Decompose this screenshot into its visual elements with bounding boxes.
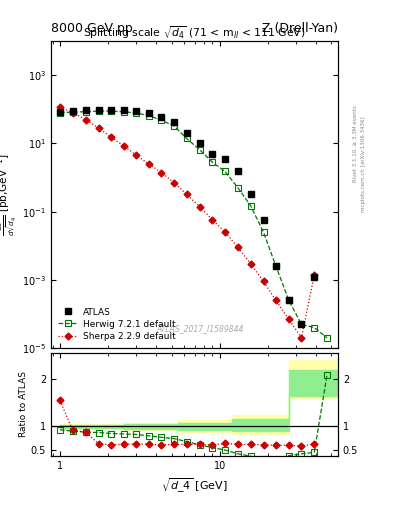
Herwig 7.2.1 default <box>210 159 215 165</box>
Herwig 7.2.1 default <box>83 109 88 115</box>
Herwig 7.2.1 default <box>147 113 151 119</box>
ATLAS <box>248 191 253 198</box>
Sherpa 2.2.9 default <box>210 217 215 223</box>
Sherpa 2.2.9 default <box>197 204 202 210</box>
Sherpa 2.2.9 default <box>83 116 88 122</box>
Line: Sherpa 2.2.9 default: Sherpa 2.2.9 default <box>57 105 317 340</box>
ATLAS <box>58 109 62 115</box>
ATLAS <box>197 140 202 146</box>
Text: Rivet 3.1.10, ≥ 3.3M events: Rivet 3.1.10, ≥ 3.3M events <box>353 105 358 182</box>
ATLAS <box>223 156 228 162</box>
Herwig 7.2.1 default <box>184 135 189 141</box>
Herwig 7.2.1 default <box>121 109 126 115</box>
ATLAS <box>286 297 291 304</box>
Line: Herwig 7.2.1 default: Herwig 7.2.1 default <box>57 109 330 340</box>
ATLAS <box>299 321 304 327</box>
Herwig 7.2.1 default <box>96 108 101 114</box>
Sherpa 2.2.9 default <box>159 169 163 176</box>
ATLAS <box>109 106 114 113</box>
Herwig 7.2.1 default <box>286 297 291 304</box>
Herwig 7.2.1 default <box>109 108 114 114</box>
Y-axis label: Ratio to ATLAS: Ratio to ATLAS <box>19 372 28 437</box>
Herwig 7.2.1 default <box>172 123 177 129</box>
ATLAS <box>83 107 88 113</box>
Sherpa 2.2.9 default <box>147 161 151 167</box>
Sherpa 2.2.9 default <box>184 191 189 198</box>
Sherpa 2.2.9 default <box>121 143 126 149</box>
ATLAS <box>172 119 177 125</box>
Herwig 7.2.1 default <box>235 185 240 191</box>
ATLAS <box>147 110 151 116</box>
Herwig 7.2.1 default <box>223 168 228 175</box>
Title: Splitting scale $\sqrt{d_4}$ (71 < m$_{ll}$ < 111 GeV): Splitting scale $\sqrt{d_4}$ (71 < m$_{l… <box>83 24 306 41</box>
Herwig 7.2.1 default <box>274 263 278 269</box>
ATLAS <box>274 263 278 269</box>
Y-axis label: $\frac{d\sigma}{d\sqrt{d_4}}$ [pb,GeV$^{-1}$]: $\frac{d\sigma}{d\sqrt{d_4}}$ [pb,GeV$^{… <box>0 153 20 236</box>
ATLAS <box>134 108 139 114</box>
Herwig 7.2.1 default <box>312 325 317 331</box>
Sherpa 2.2.9 default <box>312 272 317 278</box>
Sherpa 2.2.9 default <box>261 279 266 285</box>
Text: Z (Drell-Yan): Z (Drell-Yan) <box>262 22 338 35</box>
ATLAS <box>261 218 266 224</box>
ATLAS <box>235 168 240 175</box>
Text: ATLAS_2017_I1589844: ATLAS_2017_I1589844 <box>156 324 244 333</box>
Sherpa 2.2.9 default <box>58 104 62 110</box>
Line: ATLAS: ATLAS <box>57 106 318 328</box>
Herwig 7.2.1 default <box>261 229 266 235</box>
Sherpa 2.2.9 default <box>134 152 139 158</box>
Sherpa 2.2.9 default <box>109 134 114 140</box>
Herwig 7.2.1 default <box>325 335 329 341</box>
Herwig 7.2.1 default <box>197 146 202 153</box>
Herwig 7.2.1 default <box>58 110 62 116</box>
Text: 8000 GeV pp: 8000 GeV pp <box>51 22 133 35</box>
ATLAS <box>121 107 126 113</box>
Legend: ATLAS, Herwig 7.2.1 default, Sherpa 2.2.9 default: ATLAS, Herwig 7.2.1 default, Sherpa 2.2.… <box>55 305 178 344</box>
Text: mcplots.cern.ch [arXiv:1306.3436]: mcplots.cern.ch [arXiv:1306.3436] <box>361 116 366 211</box>
ATLAS <box>159 114 163 120</box>
ATLAS <box>184 130 189 136</box>
ATLAS <box>210 151 215 157</box>
Herwig 7.2.1 default <box>134 110 139 116</box>
ATLAS <box>96 106 101 113</box>
Sherpa 2.2.9 default <box>248 261 253 267</box>
Herwig 7.2.1 default <box>299 321 304 327</box>
ATLAS <box>70 108 75 114</box>
Sherpa 2.2.9 default <box>274 297 278 304</box>
Herwig 7.2.1 default <box>159 117 163 123</box>
Sherpa 2.2.9 default <box>235 244 240 250</box>
Sherpa 2.2.9 default <box>70 110 75 116</box>
Sherpa 2.2.9 default <box>286 316 291 323</box>
Sherpa 2.2.9 default <box>96 125 101 131</box>
Sherpa 2.2.9 default <box>223 229 228 235</box>
X-axis label: $\sqrt{d\_4}$ [GeV]: $\sqrt{d\_4}$ [GeV] <box>161 476 228 495</box>
Sherpa 2.2.9 default <box>172 180 177 186</box>
Herwig 7.2.1 default <box>70 109 75 115</box>
Sherpa 2.2.9 default <box>299 335 304 341</box>
ATLAS <box>312 274 317 280</box>
Herwig 7.2.1 default <box>248 203 253 209</box>
